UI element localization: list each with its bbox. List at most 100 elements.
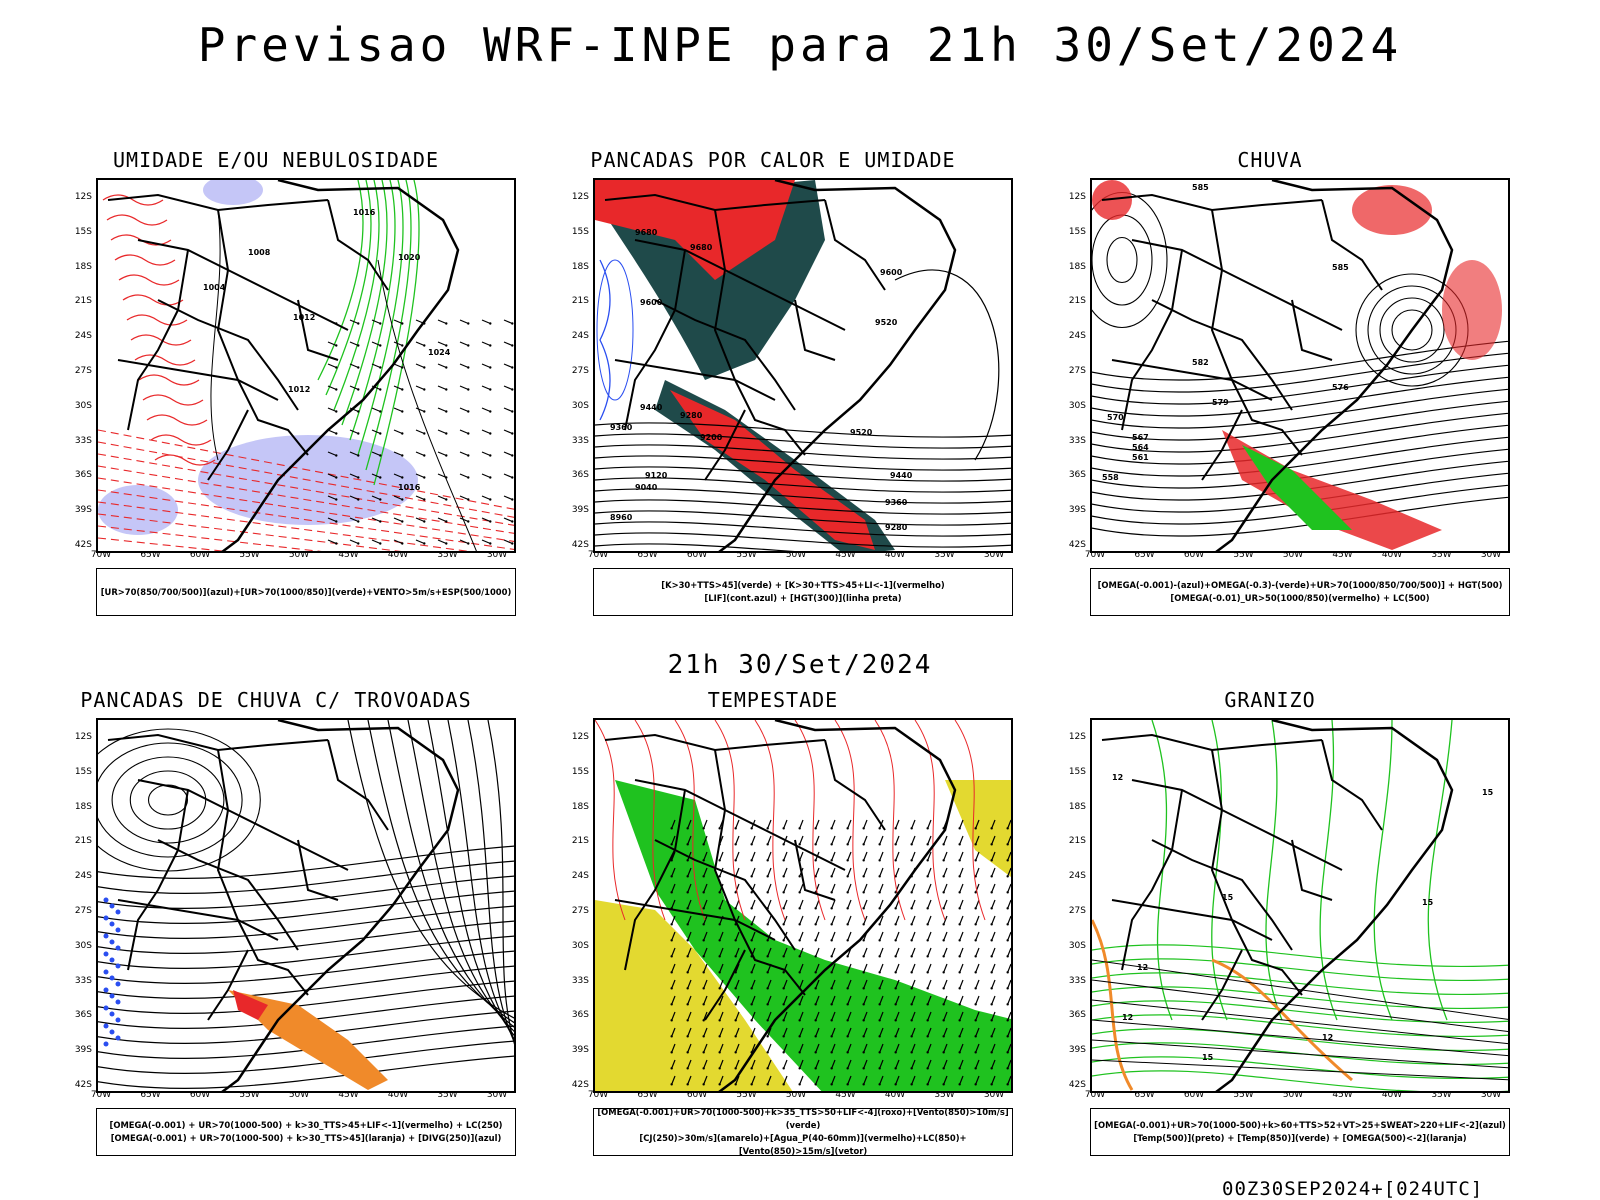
contour-label: 576	[1332, 383, 1349, 392]
lat-tick-label: 39S	[74, 505, 92, 516]
lon-tick-label: 45W	[1332, 550, 1353, 560]
legend-line: [OMEGA(-0.001)+UR>70(1000-500)+k>60+TTS>…	[1094, 1120, 1506, 1130]
lat-tick-label: 21S	[571, 836, 589, 847]
map-graphic: 9680 9680 9600 9600 9520 9440 9360 9280 9200 9120…	[595, 180, 1011, 551]
lon-tick-label: 60W	[1183, 1090, 1205, 1100]
lon-tick-label: 45W	[835, 550, 856, 560]
lat-tick-label: 24S	[74, 871, 92, 882]
lon-tick-label: 65W	[637, 1090, 658, 1100]
lat-tick-label: 15S	[74, 766, 92, 777]
lat-tick-label: 36S	[571, 1010, 589, 1021]
panel-hail: GRANIZO 12S 15S 18S 21S 24S 27S 30S 33S 36S 39S 42S…	[1050, 688, 1510, 1158]
lat-tick-label: 18S	[74, 801, 92, 812]
lat-tick-label: 27S	[74, 906, 92, 916]
lat-tick-label: 15S	[74, 226, 92, 237]
lat-tick-label: 36S	[1068, 1010, 1086, 1021]
lon-tick-label: 40W	[884, 1090, 906, 1100]
lat-tick-label: 39S	[1068, 505, 1086, 516]
map-area: 12 15 12 15 12 15 12 15	[1090, 718, 1510, 1093]
panel-thunder-showers: PANCADAS DE CHUVA C/ TROVOADAS 12S 15S 18S 2…	[56, 688, 516, 1158]
legend-line: [CJ(250)>30m/s](amarelo)+[Agua_P(40-60mm…	[639, 1133, 967, 1156]
lon-tick-label: 50W	[785, 550, 807, 560]
contour-label: 9120	[645, 471, 668, 480]
panel-title: TEMPESTADE	[707, 688, 839, 712]
lat-tick-label: 27S	[571, 906, 589, 916]
contour-label: 9200	[700, 433, 723, 442]
contour-label: 582	[1192, 358, 1209, 367]
contour-label: 9600	[880, 268, 903, 277]
lon-tick-label: 55W	[736, 550, 757, 560]
lon-tick-label: 70W	[587, 1090, 609, 1100]
legend-box: [K>30+TTS>45](verde) + [K>30+TTS>45+LI<-…	[593, 568, 1013, 616]
contour-label: 9040	[635, 483, 658, 492]
lat-tick-label: 42S	[1068, 540, 1086, 550]
lat-tick-label: 18S	[1068, 261, 1086, 272]
lat-tick-label: 36S	[74, 1010, 92, 1021]
contour-label: 9280	[680, 411, 703, 420]
lon-tick-label: 60W	[189, 550, 211, 560]
contour-label: 570	[1107, 413, 1124, 422]
lat-tick-label: 21S	[571, 296, 589, 307]
map-area	[593, 718, 1013, 1093]
lat-tick-label: 24S	[571, 871, 589, 882]
lat-tick-label: 12S	[74, 192, 92, 202]
contour-label: 1024	[428, 348, 451, 357]
contour-label: 9440	[890, 471, 913, 480]
lon-tick-label: 70W	[587, 550, 609, 560]
lon-tick-label: 70W	[90, 1090, 112, 1100]
map-area: 1016 1008 1004 1012 1020 1024 1012 1016	[96, 178, 516, 553]
lat-tick-label: 33S	[1068, 435, 1086, 446]
panel-title: GRANIZO	[1224, 688, 1316, 712]
contour-label: 9600	[640, 298, 663, 307]
lon-tick-label: 65W	[1134, 1090, 1155, 1100]
panel-storm: TEMPESTADE 12S 15S 18S 21S 24S 27S 30S 33S 36S 39S…	[553, 688, 1013, 1158]
lat-tick-label: 36S	[1068, 470, 1086, 481]
lat-tick-label: 33S	[571, 975, 589, 986]
contour-label: 9280	[885, 523, 908, 532]
contour-label: 8960	[610, 513, 633, 522]
lat-tick-label: 33S	[74, 975, 92, 986]
legend-box: [UR>70(850/700/500)](azul)+[UR>70(1000/8…	[96, 568, 516, 616]
lat-tick-label: 24S	[1068, 871, 1086, 882]
lat-tick-label: 30S	[1068, 400, 1086, 411]
lat-tick-label: 39S	[74, 1045, 92, 1056]
lon-tick-label: 30W	[486, 1090, 508, 1100]
lat-tick-label: 18S	[74, 261, 92, 272]
lat-tick-label: 36S	[571, 470, 589, 481]
lon-tick-label: 35W	[437, 1090, 458, 1100]
lon-tick-label: 70W	[1084, 1090, 1106, 1100]
lat-tick-label: 15S	[1068, 226, 1086, 237]
lon-tick-label: 40W	[1381, 1090, 1403, 1100]
lon-tick-label: 50W	[288, 1090, 310, 1100]
lon-tick-label: 35W	[437, 550, 458, 560]
lat-tick-label: 12S	[1068, 732, 1086, 742]
map-area	[96, 718, 516, 1093]
legend-line: [OMEGA(-0.001)-(azul)+OMEGA(-0.3)-(verde…	[1097, 580, 1503, 590]
lat-tick-label: 24S	[571, 331, 589, 342]
contour-label: 585	[1332, 263, 1349, 272]
lon-tick-label: 40W	[1381, 550, 1403, 560]
lat-tick-label: 12S	[571, 192, 589, 202]
contour-label: 1012	[288, 385, 310, 394]
lon-tick-label: 45W	[338, 1090, 359, 1100]
panel-heat-showers: PANCADAS POR CALOR E UMIDADE 12S 15S 18S 21S…	[553, 148, 1013, 618]
lat-tick-label: 30S	[1068, 940, 1086, 951]
run-timestamp: 00Z30SEP2024+[024UTC]	[1222, 1178, 1484, 1200]
lon-tick-label: 30W	[983, 550, 1005, 560]
panel-title: PANCADAS POR CALOR E UMIDADE	[590, 148, 956, 172]
lat-tick-label: 33S	[571, 435, 589, 446]
lon-tick-label: 45W	[835, 1090, 856, 1100]
lon-tick-label: 30W	[1480, 1090, 1502, 1100]
legend-line: [OMEGA(-0.001)+UR>70(1000-500)+k>35_TTS>…	[597, 1107, 1009, 1130]
lon-tick-label: 45W	[1332, 1090, 1353, 1100]
lon-tick-label: 40W	[387, 1090, 409, 1100]
contour-label: 9440	[640, 403, 663, 412]
lon-tick-label: 55W	[1233, 1090, 1254, 1100]
lat-tick-label: 15S	[571, 226, 589, 237]
lat-tick-label: 27S	[74, 366, 92, 376]
lon-tick-label: 35W	[1431, 550, 1452, 560]
lat-tick-label: 21S	[74, 296, 92, 307]
lon-tick-label: 65W	[1134, 550, 1155, 560]
contour-label: 564	[1132, 443, 1149, 452]
lon-tick-label: 30W	[983, 1090, 1005, 1100]
